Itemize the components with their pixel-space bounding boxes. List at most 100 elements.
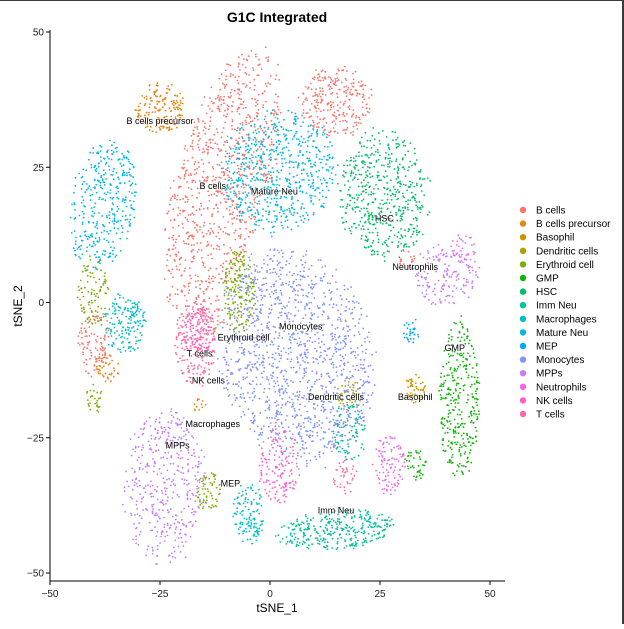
data-point bbox=[288, 191, 291, 194]
data-point bbox=[239, 227, 242, 230]
data-point bbox=[460, 336, 463, 339]
data-point bbox=[139, 322, 142, 325]
data-point bbox=[171, 120, 174, 122]
data-point bbox=[363, 214, 366, 217]
data-point bbox=[121, 313, 123, 315]
data-point bbox=[315, 156, 318, 158]
data-point bbox=[257, 74, 260, 77]
data-point bbox=[88, 303, 90, 306]
data-point bbox=[230, 294, 233, 297]
data-point bbox=[366, 146, 368, 149]
data-point bbox=[368, 340, 371, 343]
data-point bbox=[453, 350, 456, 353]
data-point bbox=[443, 417, 446, 420]
data-point bbox=[304, 217, 306, 220]
data-point bbox=[463, 339, 466, 341]
data-point bbox=[253, 498, 255, 501]
data-point bbox=[416, 234, 418, 236]
data-point bbox=[241, 261, 244, 263]
data-point bbox=[88, 244, 91, 246]
data-point bbox=[241, 179, 244, 182]
data-point bbox=[164, 109, 167, 112]
data-point bbox=[302, 214, 305, 217]
data-point bbox=[423, 391, 426, 394]
data-point bbox=[254, 290, 256, 293]
data-point bbox=[288, 280, 291, 283]
data-point bbox=[259, 179, 262, 181]
data-point bbox=[81, 336, 83, 339]
data-point bbox=[364, 163, 366, 166]
data-point bbox=[196, 251, 199, 253]
data-point bbox=[385, 239, 387, 242]
data-point bbox=[283, 157, 286, 160]
data-point bbox=[235, 139, 238, 142]
data-point bbox=[267, 82, 269, 84]
data-point bbox=[457, 465, 460, 468]
data-point bbox=[97, 371, 100, 373]
data-point bbox=[371, 539, 373, 542]
data-point bbox=[247, 113, 250, 116]
data-point bbox=[229, 64, 232, 67]
data-point bbox=[258, 219, 261, 222]
data-point bbox=[222, 216, 225, 218]
data-point bbox=[314, 189, 316, 192]
data-point bbox=[113, 217, 116, 220]
data-point bbox=[354, 164, 357, 167]
data-point bbox=[168, 129, 170, 132]
data-point bbox=[179, 102, 182, 104]
data-point bbox=[337, 450, 340, 453]
data-point bbox=[205, 141, 208, 144]
data-point bbox=[254, 302, 257, 305]
data-point bbox=[207, 145, 210, 148]
data-point bbox=[288, 540, 291, 543]
data-point bbox=[308, 523, 310, 525]
data-point bbox=[390, 160, 393, 163]
data-point bbox=[459, 444, 462, 446]
data-point bbox=[252, 131, 255, 134]
data-point bbox=[238, 206, 240, 209]
data-point bbox=[256, 503, 259, 506]
data-point bbox=[307, 136, 310, 139]
data-point bbox=[359, 513, 362, 516]
data-point bbox=[260, 168, 263, 170]
data-point bbox=[324, 76, 326, 79]
data-point bbox=[178, 185, 181, 188]
data-point bbox=[131, 182, 134, 185]
data-point bbox=[343, 175, 345, 178]
data-point bbox=[322, 90, 324, 92]
data-point bbox=[86, 341, 89, 344]
data-point bbox=[249, 512, 252, 515]
data-point bbox=[128, 180, 131, 183]
data-point bbox=[330, 382, 332, 385]
data-point bbox=[85, 370, 87, 373]
data-point bbox=[100, 231, 103, 234]
data-point bbox=[245, 73, 248, 75]
data-point bbox=[334, 123, 337, 126]
data-point bbox=[133, 301, 136, 304]
data-point bbox=[212, 275, 215, 278]
data-point bbox=[111, 359, 113, 362]
data-point bbox=[442, 449, 445, 452]
data-point bbox=[184, 145, 187, 147]
data-point bbox=[368, 231, 371, 234]
data-point bbox=[232, 302, 235, 305]
data-point bbox=[423, 386, 426, 389]
data-point bbox=[240, 177, 243, 180]
data-point bbox=[204, 127, 207, 130]
data-point bbox=[225, 191, 228, 194]
data-point bbox=[94, 169, 97, 171]
data-point bbox=[266, 325, 268, 327]
data-point bbox=[211, 213, 214, 216]
data-point bbox=[241, 297, 243, 299]
data-point bbox=[357, 169, 360, 172]
data-point bbox=[286, 414, 288, 417]
data-point bbox=[365, 107, 368, 110]
data-point bbox=[119, 294, 121, 297]
data-point bbox=[358, 116, 360, 119]
data-point bbox=[331, 547, 334, 549]
data-point bbox=[324, 526, 327, 529]
data-point bbox=[365, 184, 368, 186]
data-point bbox=[286, 178, 289, 181]
data-point bbox=[330, 103, 333, 106]
data-point bbox=[306, 434, 308, 436]
